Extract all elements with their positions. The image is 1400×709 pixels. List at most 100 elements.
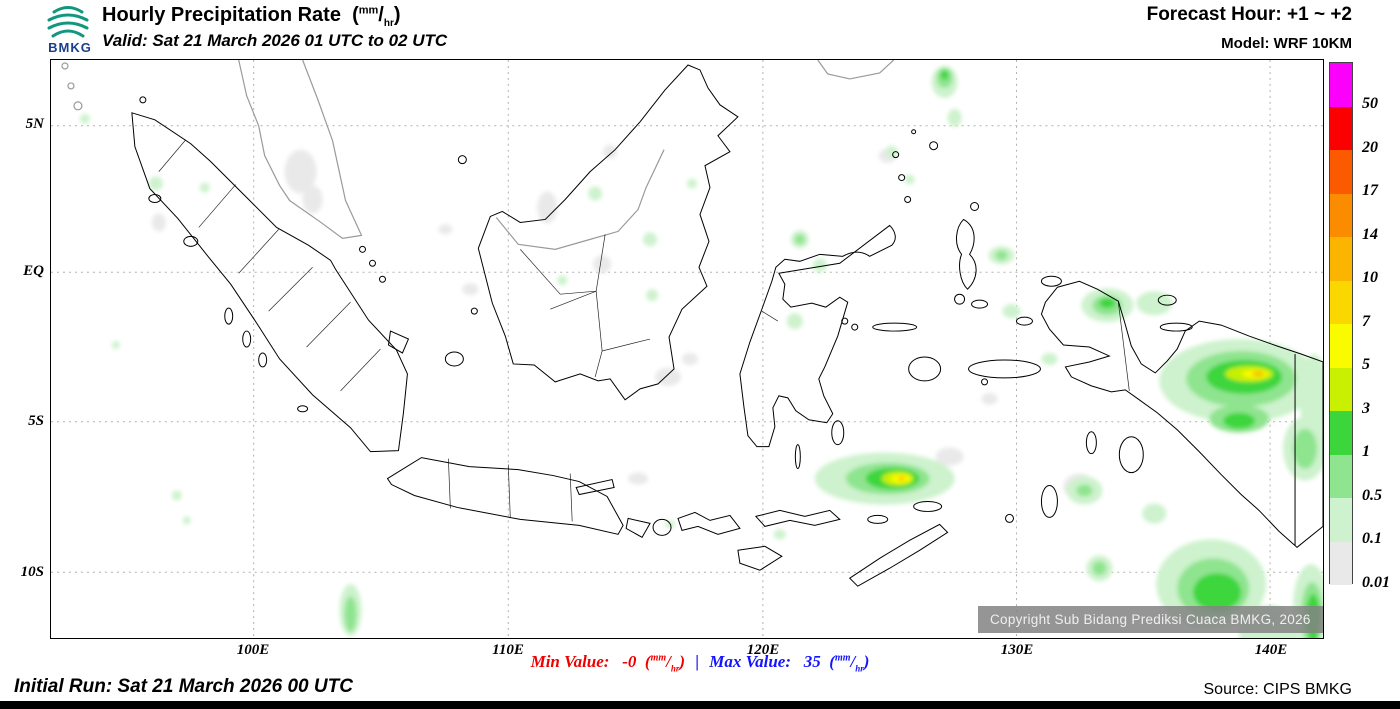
island-buru [908, 356, 942, 382]
lon-label-110e: 110E [492, 642, 524, 658]
island-riau [359, 245, 367, 253]
island-simeulue [148, 194, 162, 204]
legend-label: 0.01 [1362, 574, 1390, 591]
max-value: 35 [803, 652, 821, 671]
nicobar-island [61, 62, 69, 70]
legend-label: 17 [1362, 182, 1378, 199]
indonesia-map-svg [51, 60, 1323, 638]
legend-cell [1330, 280, 1352, 324]
lon-label-130e: 130E [1000, 642, 1034, 658]
island-lingga [369, 259, 376, 267]
legend-cell [1330, 324, 1352, 368]
island-natuna [457, 155, 467, 165]
copyright-watermark: Copyright Sub Bidang Prediksi Cuaca BMKG… [978, 606, 1323, 633]
legend-cell [1330, 63, 1352, 107]
valid-time-label: Valid: Sat 21 March 2026 01 UTC to 02 UT… [102, 31, 448, 50]
island-karimata [470, 307, 478, 315]
island-siberut [224, 307, 234, 325]
sarawak-border [495, 149, 665, 250]
min-value: -0 [622, 652, 637, 671]
island-selayar [794, 444, 801, 470]
island-buton [831, 420, 845, 446]
island-wetar [913, 500, 943, 512]
max-value-label: Max Value: [709, 652, 792, 671]
lon-label-100e: 100E [236, 642, 270, 658]
island-java [386, 457, 624, 535]
island-belitung [444, 351, 464, 367]
island-sangihe [911, 129, 917, 135]
island-alor [867, 514, 889, 524]
island-sangihe [892, 151, 900, 159]
lon-label-120e: 120E [746, 642, 780, 658]
legend-label: 20 [1362, 139, 1378, 156]
title-unit: (mm/hr) [352, 4, 401, 29]
legend-cell [1330, 106, 1352, 150]
legend-label: 7 [1362, 313, 1370, 330]
maluku-islands [872, 202, 1144, 518]
bmkg-logo-label: BMKG [48, 40, 92, 55]
island-timor [848, 523, 949, 587]
precipitation-overlay [79, 65, 1323, 638]
island-sumba [737, 545, 783, 571]
model-label: Model: WRF 10KM [1221, 35, 1352, 52]
island-seram [968, 359, 1041, 379]
legend-label: 0.5 [1362, 487, 1382, 504]
island-ambon [981, 378, 989, 386]
legend-label: 5 [1362, 356, 1370, 373]
legend-cell [1330, 150, 1352, 194]
small-islands [139, 96, 1193, 523]
island-singkep [378, 275, 386, 283]
lat-label-5s: 5S [28, 413, 44, 429]
island-sumbawa [677, 511, 741, 535]
initial-run-label: Initial Run: Sat 21 March 2026 00 UTC [14, 676, 353, 697]
island-tanimbar [1040, 485, 1058, 518]
island-enggano [297, 405, 309, 413]
bottom-bar [0, 701, 1400, 709]
island-talaud [929, 141, 939, 151]
legend-cell [1330, 454, 1352, 498]
island-nias [183, 235, 199, 247]
island-babar [1004, 513, 1014, 523]
legend-label: 0.1 [1362, 530, 1382, 547]
island-flores [754, 509, 841, 527]
legend-cell [1330, 498, 1352, 542]
min-value-label: Min Value: [530, 652, 610, 671]
legend-label: 50 [1362, 95, 1378, 112]
island-kai [1085, 431, 1097, 455]
source-label: Source: CIPS BMKG [1203, 681, 1353, 698]
island-biak [1157, 294, 1177, 306]
foreign-coastlines [61, 60, 895, 250]
legend-cell [1330, 237, 1352, 281]
island-pagai [258, 352, 268, 368]
island-obi [971, 299, 989, 309]
page-title: Hourly Precipitation Rate (mm/hr) [102, 4, 401, 29]
lat-label-5n: 5N [25, 116, 44, 132]
legend-cell [1330, 411, 1352, 455]
legend-label: 3 [1362, 400, 1370, 417]
malay-peninsula-outline [238, 60, 363, 240]
island-misool [1015, 316, 1033, 326]
indonesia-coastlines [131, 64, 1323, 587]
min-unit: (mm/hr) [644, 652, 686, 674]
island-banggai [851, 323, 859, 331]
max-unit: (mm/hr) [829, 652, 870, 674]
island-weh [139, 96, 147, 104]
island-bali [625, 517, 651, 539]
nicobar-island [67, 82, 75, 90]
island-sulawesi [739, 224, 896, 448]
island-bangka [387, 330, 410, 354]
bmkg-logo-icon [47, 6, 89, 38]
island-sangihe [898, 174, 906, 182]
legend-label: 14 [1362, 226, 1378, 243]
island-aru [1118, 436, 1144, 474]
minmax-separator: | [695, 652, 700, 671]
island-waigeo [1040, 275, 1062, 287]
legend-cell [1330, 193, 1352, 237]
legend-label: 1 [1362, 443, 1370, 460]
island-sumatra [131, 112, 408, 453]
legend-cell [1330, 541, 1352, 585]
legend-label: 10 [1362, 269, 1378, 286]
forecast-hour-label: Forecast Hour: +1 ~ +2 [1146, 4, 1352, 25]
precipitation-map [50, 59, 1324, 639]
